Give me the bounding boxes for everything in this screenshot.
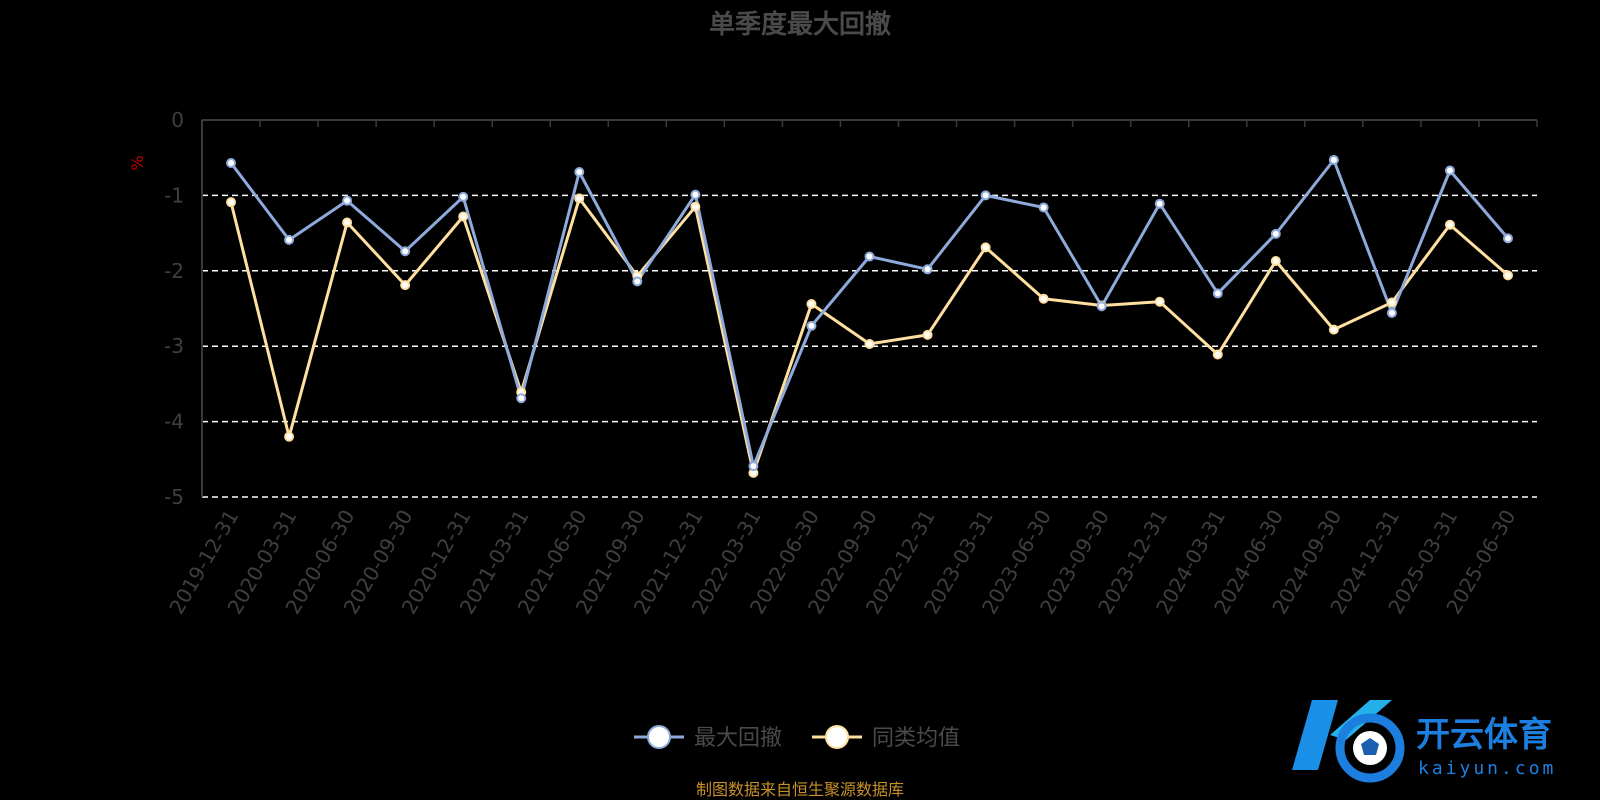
data-point[interactable] <box>1270 255 1281 266</box>
data-point[interactable] <box>690 201 701 212</box>
chart-title: 单季度最大回撤 <box>709 9 891 40</box>
data-point[interactable] <box>1212 288 1223 299</box>
data-point[interactable] <box>690 189 701 200</box>
data-point[interactable] <box>980 242 991 253</box>
data-point[interactable] <box>1502 233 1513 244</box>
data-point[interactable] <box>400 280 411 291</box>
y-tick-labels: 0 -1 -2 -3 -4 -5 <box>164 108 184 509</box>
data-point[interactable] <box>284 234 295 245</box>
data-point[interactable] <box>1038 293 1049 304</box>
watermark-k-logo-icon <box>1292 700 1405 783</box>
data-point[interactable] <box>226 157 237 168</box>
legend-label[interactable]: 最大回撤 <box>694 726 782 751</box>
data-point[interactable] <box>1328 154 1339 165</box>
data-point[interactable] <box>1154 296 1165 307</box>
legend-swatch-marker[interactable] <box>647 725 671 749</box>
data-point[interactable] <box>458 191 469 202</box>
y-tick-label: -2 <box>164 259 184 283</box>
data-point[interactable] <box>1502 270 1513 281</box>
data-point[interactable] <box>748 461 759 472</box>
y-tick-label: -3 <box>164 334 184 358</box>
data-point[interactable] <box>574 193 585 204</box>
data-point[interactable] <box>1212 349 1223 360</box>
data-point[interactable] <box>574 167 585 178</box>
axes <box>201 119 1538 497</box>
data-point[interactable] <box>284 431 295 442</box>
y-tick-label: 0 <box>171 108 184 132</box>
data-point[interactable] <box>400 246 411 257</box>
data-point[interactable] <box>864 338 875 349</box>
legend-label[interactable]: 同类均值 <box>872 726 960 751</box>
data-point[interactable] <box>922 329 933 340</box>
watermark-brand-name: 开云体育 <box>1416 715 1552 755</box>
series-group <box>226 154 1513 478</box>
data-point[interactable] <box>1270 228 1281 239</box>
data-point[interactable] <box>1386 297 1397 308</box>
data-point[interactable] <box>458 211 469 222</box>
y-axis-unit: % <box>128 155 147 170</box>
legend-swatch-marker[interactable] <box>825 725 849 749</box>
legend[interactable]: 最大回撤 同类均值 <box>634 725 960 751</box>
data-point[interactable] <box>226 197 237 208</box>
data-point[interactable] <box>1444 219 1455 230</box>
data-point[interactable] <box>922 264 933 275</box>
data-point[interactable] <box>342 217 353 228</box>
series-line <box>229 158 1510 468</box>
data-point[interactable] <box>1328 324 1339 335</box>
watermark-logo: 开云体育 kaiyun.com <box>1292 700 1556 783</box>
y-tick-label: -4 <box>164 410 184 434</box>
data-point[interactable] <box>1444 165 1455 176</box>
watermark-brand-domain: kaiyun.com <box>1418 758 1556 779</box>
source-note: 制图数据来自恒生聚源数据库 <box>696 780 904 799</box>
data-point[interactable] <box>516 393 527 404</box>
data-point[interactable] <box>864 251 875 262</box>
data-point[interactable] <box>806 298 817 309</box>
data-point[interactable] <box>1154 198 1165 209</box>
y-tick-label: -5 <box>164 485 184 509</box>
data-point[interactable] <box>342 195 353 206</box>
data-point[interactable] <box>1096 301 1107 312</box>
y-tick-label: -1 <box>164 183 184 207</box>
data-point[interactable] <box>806 320 817 331</box>
grid-lines <box>202 194 1537 498</box>
data-point[interactable] <box>1038 202 1049 213</box>
data-point[interactable] <box>1386 308 1397 319</box>
x-tick-labels: 2019-12-312020-03-312020-06-302020-09-30… <box>164 505 1520 618</box>
series-line <box>229 196 1509 475</box>
data-point[interactable] <box>632 276 643 287</box>
data-point[interactable] <box>980 190 991 201</box>
